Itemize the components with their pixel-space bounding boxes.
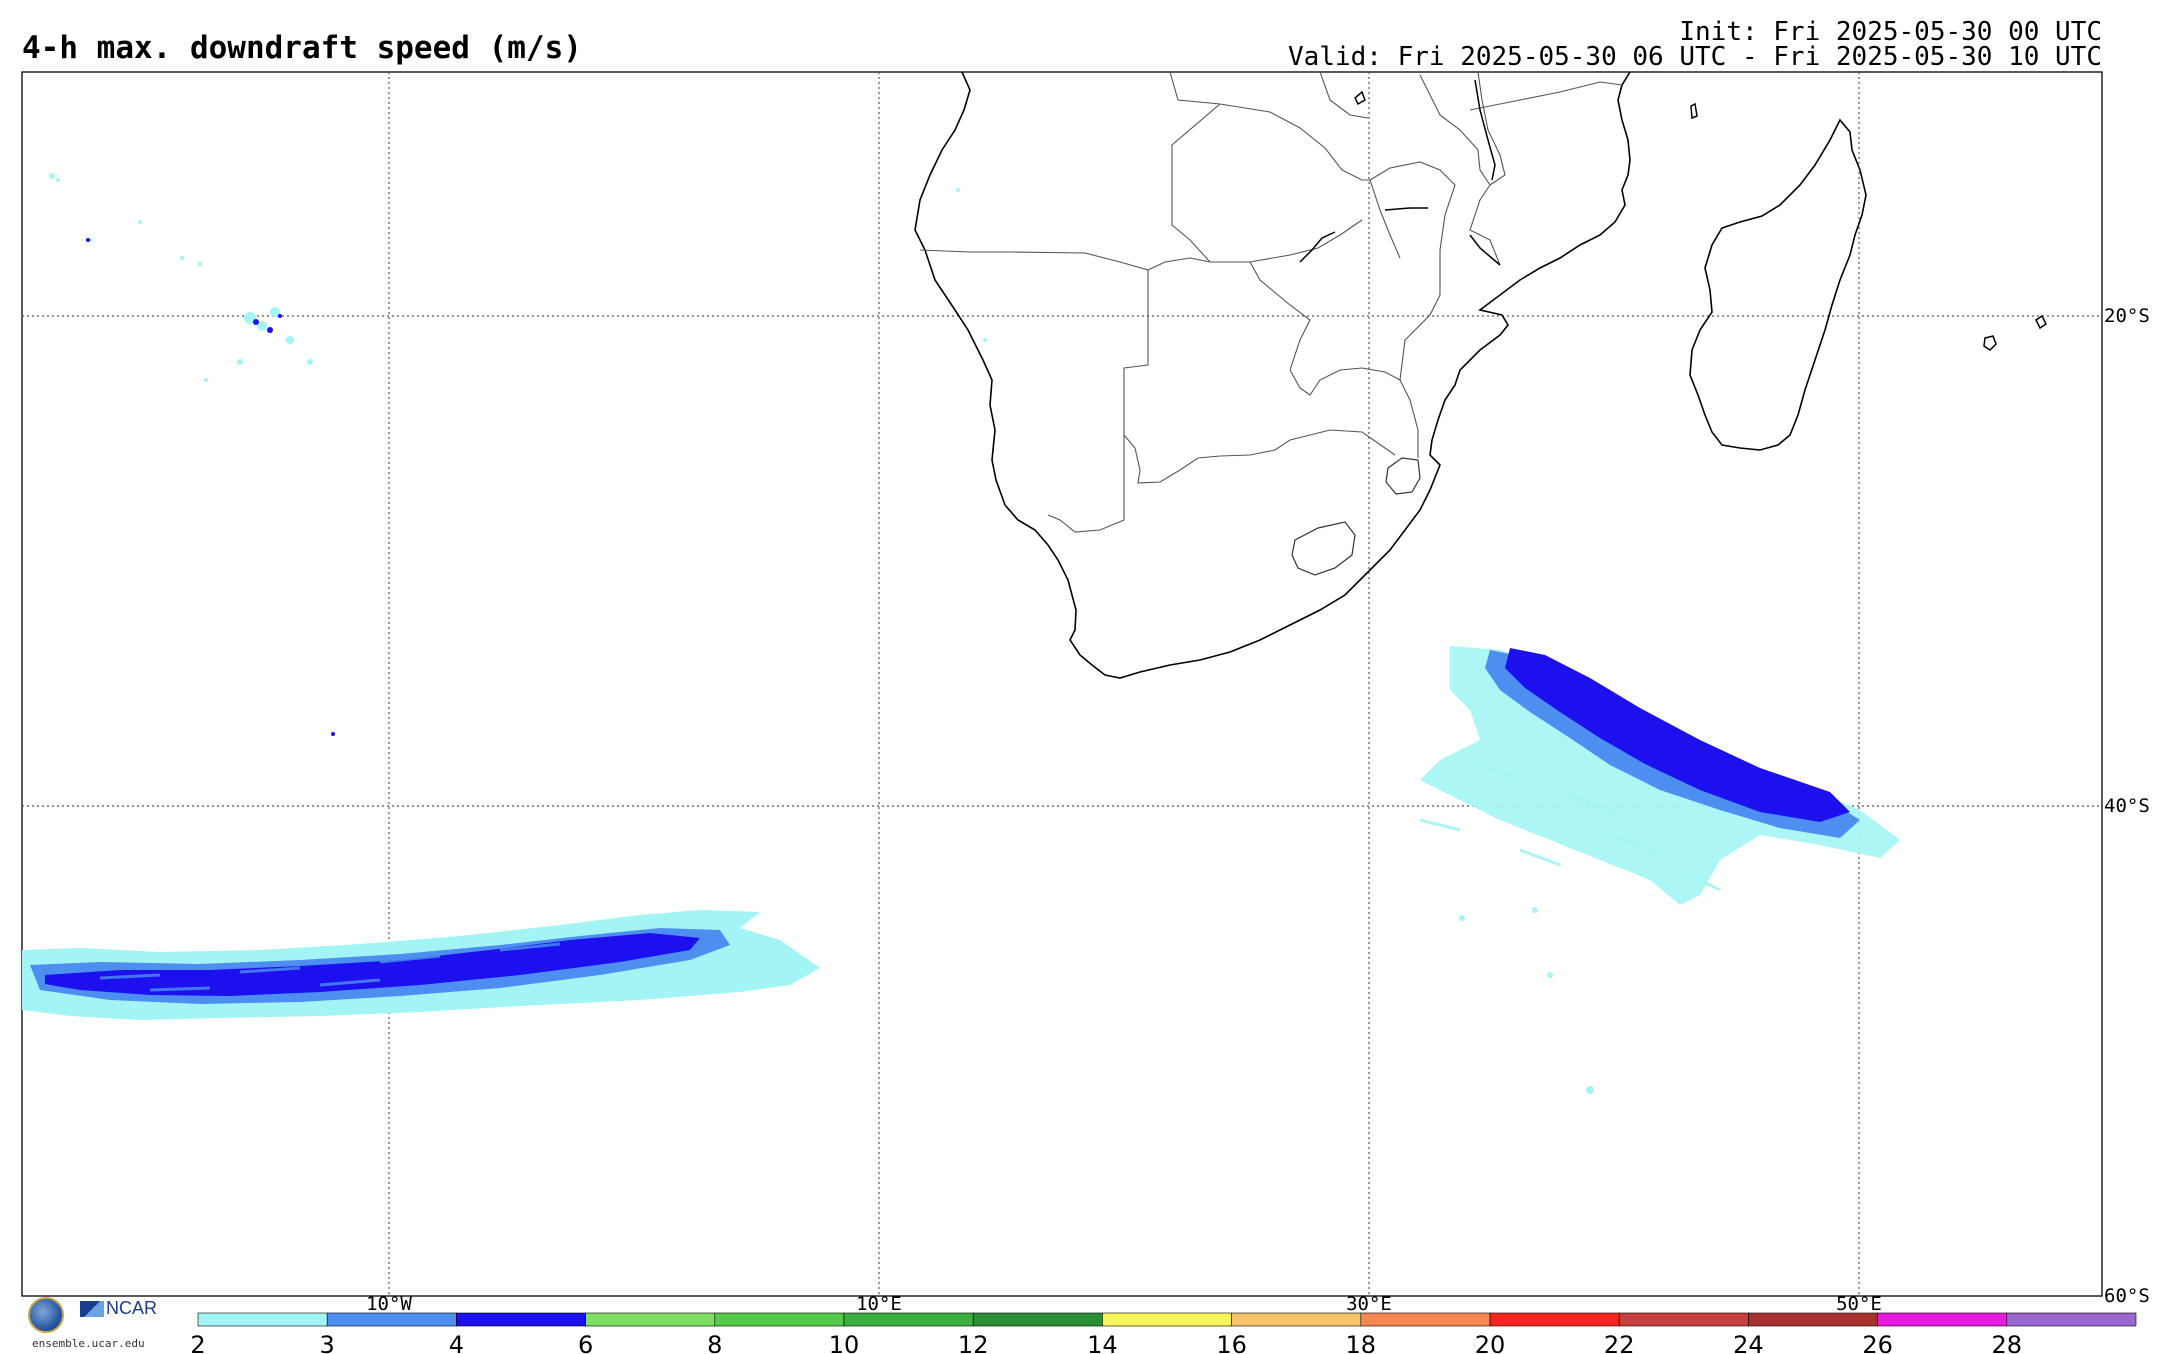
colorbar-swatch bbox=[843, 1312, 974, 1327]
colorbar-tick-label: 14 bbox=[1087, 1331, 1118, 1354]
colorbar-tick-label: 24 bbox=[1733, 1331, 1764, 1354]
lat-label-60s: 60°S bbox=[2104, 1285, 2150, 1307]
national-borders bbox=[919, 71, 1623, 533]
colorbar-tick-label: 6 bbox=[578, 1331, 593, 1354]
ncar-logo-icon bbox=[80, 1301, 104, 1317]
colorbar-tick-label: 20 bbox=[1475, 1331, 1506, 1354]
valid-time: Valid: Fri 2025-05-30 06 UTC - Fri 2025-… bbox=[1288, 42, 2102, 72]
lon-label-10w: 10°W bbox=[366, 1293, 412, 1315]
colorbar-tick-label: 16 bbox=[1216, 1331, 1247, 1354]
colorbar-swatch bbox=[1489, 1312, 1620, 1327]
lat-label-20s: 20°S bbox=[2104, 305, 2150, 327]
colorbar-tick-label: 12 bbox=[958, 1331, 989, 1354]
downdraft-band-indian bbox=[1419, 646, 1900, 905]
band-atlantic-dark bbox=[45, 933, 700, 996]
site-url: ensemble.ucar.edu bbox=[32, 1337, 145, 1350]
lon-label-50e: 50°E bbox=[1836, 1293, 1882, 1315]
colorbar-swatch bbox=[714, 1312, 845, 1327]
colorbar-tick-label: 22 bbox=[1604, 1331, 1635, 1354]
island-reunion bbox=[1983, 335, 1997, 351]
graticule bbox=[22, 72, 2102, 1296]
downdraft-cells-isolated bbox=[956, 188, 1594, 1094]
lesotho-border bbox=[1291, 521, 1356, 576]
colorbar-tick-label: 8 bbox=[707, 1331, 722, 1354]
init-time: Init: Fri 2025-05-30 00 UTC bbox=[1679, 17, 2102, 47]
colorbar-swatch bbox=[456, 1312, 586, 1327]
island-comoros bbox=[1690, 102, 1698, 120]
eswatini-border bbox=[1385, 457, 1421, 495]
colorbar-swatch bbox=[585, 1312, 716, 1327]
mozambique-channel-islet bbox=[1469, 234, 1501, 266]
colorbar-swatch bbox=[1748, 1312, 1878, 1327]
colorbar-tick-label: 28 bbox=[1992, 1331, 2023, 1354]
colorbar-swatch bbox=[1360, 1312, 1491, 1327]
downdraft-cells-northwest-dark bbox=[86, 238, 335, 736]
colorbar-swatch bbox=[1102, 1312, 1232, 1327]
band-indian-streaks bbox=[1419, 758, 1721, 892]
lon-label-10e: 10°E bbox=[856, 1293, 902, 1315]
map-title: 4-h max. downdraft speed (m/s) bbox=[22, 30, 582, 66]
lake-victoria-edge bbox=[1354, 90, 1366, 106]
lake-cahora-bassa bbox=[1384, 207, 1428, 211]
colorbar-tick-label: 2 bbox=[190, 1331, 205, 1354]
lon-label-30e: 30°E bbox=[1346, 1293, 1392, 1315]
nsf-logo bbox=[28, 1297, 64, 1333]
branding: NCAR ensemble.ucar.edu bbox=[22, 1295, 162, 1350]
downdraft-band-atlantic bbox=[22, 910, 820, 1020]
lakes bbox=[1299, 79, 1501, 266]
band-indian-dark bbox=[1505, 648, 1850, 822]
lake-malawi bbox=[1474, 79, 1496, 181]
band-atlantic-streaks bbox=[99, 942, 561, 992]
colorbar-swatch bbox=[197, 1312, 328, 1327]
colorbar-swatch bbox=[1877, 1312, 2008, 1327]
colorbar-swatch bbox=[1231, 1312, 1362, 1327]
colorbar-tick-label: 4 bbox=[449, 1331, 464, 1354]
colorbar-swatch bbox=[1618, 1312, 1749, 1327]
colorbar-tick-label: 18 bbox=[1346, 1331, 1377, 1354]
lat-label-40s: 40°S bbox=[2104, 795, 2150, 817]
colorbar-swatch bbox=[326, 1312, 457, 1327]
colorbar-tick-label: 10 bbox=[829, 1331, 860, 1354]
map-frame bbox=[21, 71, 2103, 1297]
downdraft-cells-northwest bbox=[49, 173, 313, 382]
africa-coastline bbox=[914, 71, 1631, 679]
ncar-logo-text: NCAR bbox=[106, 1298, 158, 1318]
colorbar-tick-label: 26 bbox=[1862, 1331, 1893, 1354]
colorbar-tick-label: 3 bbox=[320, 1331, 335, 1354]
lake-kariba bbox=[1299, 231, 1336, 263]
forecast-times: Init: Fri 2025-05-30 00 UTC Valid: Fri 2… bbox=[1288, 17, 2102, 72]
colorbar-swatch bbox=[2006, 1312, 2137, 1327]
islands bbox=[1690, 102, 2047, 351]
island-mauritius bbox=[2035, 314, 2047, 330]
colorbar: 2 3 4 6 8 10 12 14 16 18 20 22 24 26 28 bbox=[190, 1312, 2137, 1354]
madagascar-coastline bbox=[1689, 118, 1867, 451]
colorbar-swatch bbox=[972, 1312, 1103, 1327]
